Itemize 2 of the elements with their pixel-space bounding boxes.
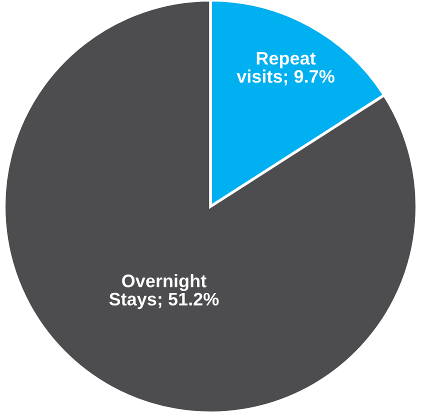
slice-label: Overnight Stays; 51.2%	[109, 274, 219, 310]
slice-label: Repeat visits; 9.7%	[236, 52, 334, 86]
